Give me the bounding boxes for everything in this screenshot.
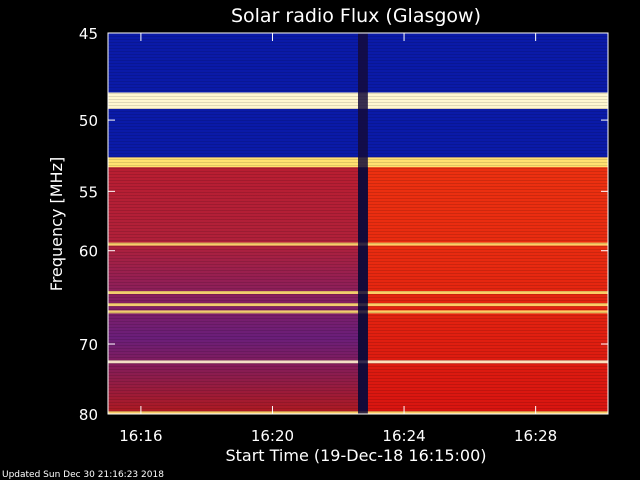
plot-area — [108, 33, 608, 414]
y-axis-ticks: 45 50 55 60 70 80 — [79, 25, 608, 424]
updated-timestamp: Updated Sun Dec 30 21:16:23 2018 — [2, 470, 164, 480]
x-tick-label-16:20: 16:20 — [251, 427, 294, 445]
y-tick-label-60: 60 — [79, 243, 98, 261]
data-gap — [358, 33, 368, 414]
x-tick-label-16:24: 16:24 — [382, 427, 425, 445]
x-axis-label: Start Time (19-Dec-18 16:15:00) — [225, 446, 486, 465]
x-tick-label-16:28: 16:28 — [514, 427, 557, 445]
x-tick-label-16:16: 16:16 — [119, 427, 162, 445]
y-tick-label-50: 50 — [79, 112, 98, 130]
x-axis-ticks: 16:16 16:20 16:24 16:28 — [119, 33, 557, 445]
y-tick-label-80: 80 — [79, 406, 98, 424]
y-tick-label-55: 55 — [79, 183, 98, 201]
y-tick-label-45: 45 — [79, 25, 98, 43]
y-axis-label: Frequency [MHz] — [47, 157, 66, 291]
data-gap-band — [358, 33, 368, 414]
y-tick-label-70: 70 — [79, 336, 98, 354]
chart-title: Solar radio Flux (Glasgow) — [231, 5, 481, 27]
plot-frame — [107, 32, 609, 415]
